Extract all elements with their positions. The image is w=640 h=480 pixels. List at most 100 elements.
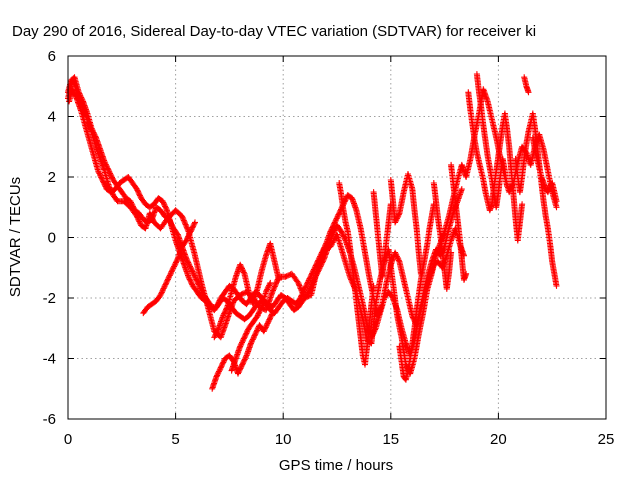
data-point xyxy=(197,285,204,292)
data-point xyxy=(220,358,227,365)
data-point xyxy=(237,263,244,269)
data-point xyxy=(167,271,174,278)
data-point xyxy=(217,365,224,372)
data-point xyxy=(240,269,247,276)
data-point xyxy=(193,277,200,284)
data-point xyxy=(212,331,219,338)
data-point xyxy=(308,281,315,288)
data-point xyxy=(309,269,316,276)
data-point xyxy=(192,219,198,226)
data-point xyxy=(166,273,173,280)
data-point xyxy=(310,279,316,285)
data-point xyxy=(395,257,402,264)
x-axis-label: GPS time / hours xyxy=(279,457,393,474)
data-point xyxy=(247,340,254,347)
data-point xyxy=(309,270,316,277)
data-point xyxy=(214,371,221,378)
data-point xyxy=(160,199,167,206)
data-point xyxy=(97,171,103,178)
data-point xyxy=(101,158,108,165)
data-point xyxy=(106,169,113,176)
data-point xyxy=(91,132,98,139)
data-point xyxy=(298,293,304,300)
data-point xyxy=(321,244,328,251)
data-point xyxy=(394,254,401,261)
data-point xyxy=(311,276,318,283)
data-point xyxy=(303,282,310,288)
data-point xyxy=(92,133,99,140)
data-point xyxy=(160,200,167,207)
data-point xyxy=(319,248,326,255)
data-point xyxy=(392,249,399,256)
data-point xyxy=(320,257,327,263)
data-point xyxy=(333,215,340,222)
data-point xyxy=(199,289,206,296)
data-point xyxy=(330,223,336,230)
data-point xyxy=(448,249,455,256)
data-point xyxy=(269,288,276,295)
data-point xyxy=(257,306,264,313)
data-point xyxy=(212,333,218,339)
data-point xyxy=(185,233,192,240)
data-point xyxy=(270,287,276,294)
data-point xyxy=(301,287,308,294)
data-point xyxy=(311,275,318,282)
data-point xyxy=(372,326,379,333)
data-point xyxy=(316,264,323,271)
data-point xyxy=(525,89,532,96)
data-point xyxy=(318,262,324,269)
data-point xyxy=(314,269,321,276)
data-point xyxy=(171,263,178,270)
data-point xyxy=(223,306,229,313)
data-point xyxy=(196,284,203,291)
data-point xyxy=(297,284,303,290)
data-point xyxy=(262,324,269,331)
data-point xyxy=(298,292,305,299)
data-point xyxy=(69,87,76,94)
data-point xyxy=(265,319,272,326)
data-point xyxy=(189,268,196,275)
data-point xyxy=(299,289,306,296)
data-point xyxy=(240,336,247,343)
data-point xyxy=(186,262,193,269)
data-point xyxy=(73,94,79,101)
data-point xyxy=(313,261,320,268)
data-point xyxy=(302,283,309,290)
data-point xyxy=(198,286,205,293)
data-point xyxy=(392,218,399,225)
data-point xyxy=(370,282,377,289)
data-point xyxy=(166,272,173,279)
data-point xyxy=(268,312,275,319)
data-point xyxy=(311,265,318,272)
data-point xyxy=(188,227,195,234)
data-point xyxy=(370,330,377,337)
data-point xyxy=(162,204,169,211)
data-point xyxy=(306,275,313,282)
data-point xyxy=(129,203,136,210)
data-point xyxy=(78,95,85,102)
data-point xyxy=(553,198,560,205)
data-point xyxy=(393,253,400,260)
data-point xyxy=(98,175,105,182)
data-point xyxy=(191,220,198,227)
data-point xyxy=(239,360,246,367)
data-point xyxy=(308,271,315,278)
data-point xyxy=(339,231,346,237)
data-point xyxy=(239,266,246,273)
data-point xyxy=(241,357,248,364)
data-point xyxy=(185,273,192,280)
data-point xyxy=(340,233,347,240)
data-point xyxy=(102,161,109,168)
data-point xyxy=(251,333,257,340)
data-point xyxy=(159,198,166,205)
data-point xyxy=(190,223,197,230)
data-point xyxy=(267,279,274,286)
data-point xyxy=(186,231,193,237)
data-point xyxy=(316,254,323,261)
data-point xyxy=(392,250,399,257)
data-point xyxy=(255,310,262,317)
data-point xyxy=(249,337,256,344)
data-point xyxy=(189,224,196,231)
data-point xyxy=(192,273,198,280)
data-point xyxy=(317,253,324,260)
